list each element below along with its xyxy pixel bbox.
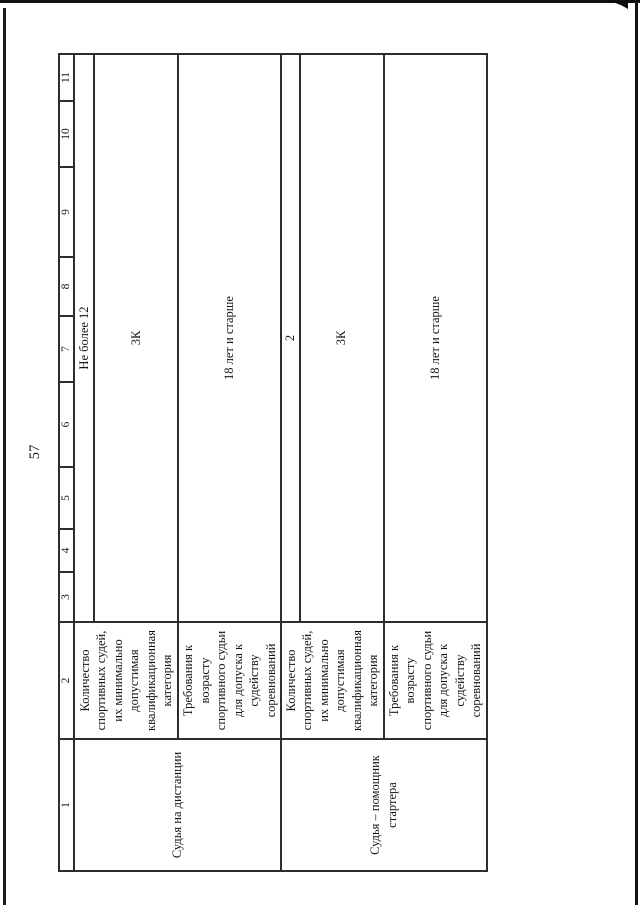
group1-category-value-cell: 3К [94,54,178,622]
page-border-left [3,8,6,905]
group1-quantity-row: Судья на дистанции Количество спортивных… [74,54,281,871]
group2-category-value-cell: 3К [299,54,384,622]
group2-age-label-cell: Требования к возрасту спортивного судьи … [383,622,487,739]
group1-quantity-value-cell: Не более 12 [74,54,94,622]
group2-role-cell: Судья – помощник стартера [281,739,487,871]
group1-age-value-cell: 18 лет и старше [178,54,281,622]
group2-quantity-row: Судья – помощник стартера Количество спо… [281,54,487,871]
page-border-right [635,0,638,905]
page-border-top [0,0,640,3]
col-number-3: 3 [59,572,74,622]
column-numbers-row: 1 2 3 4 5 6 7 8 9 10 11 [59,54,74,871]
group2-age-value-cell: 18 лет и старше [383,54,487,622]
group1-quantity-label-cell: Количество спортивных судей, их минималь… [74,622,178,739]
col-number-8: 8 [59,257,74,316]
col-number-10: 10 [59,101,74,167]
group2-quantity-label-cell: Количество спортивных судей, их минималь… [281,622,384,739]
group1-role-cell: Судья на дистанции [74,739,281,871]
col-number-1: 1 [59,739,74,871]
col-number-2: 2 [59,622,74,739]
judges-requirements-table: 1 2 3 4 5 6 7 8 9 10 11 Судья на дистанц… [58,53,488,872]
rotated-table-container: 1 2 3 4 5 6 7 8 9 10 11 Судья на дистанц… [58,53,488,872]
group1-age-label-cell: Требования к возрасту спортивного судьи … [178,622,281,739]
col-number-7: 7 [59,316,74,382]
col-number-11: 11 [59,54,74,101]
col-number-9: 9 [59,167,74,257]
col-number-4: 4 [59,529,74,572]
col-number-5: 5 [59,467,74,529]
group2-quantity-value-cell: 2 [281,54,300,622]
page-number: 57 [26,444,43,460]
col-number-6: 6 [59,382,74,467]
